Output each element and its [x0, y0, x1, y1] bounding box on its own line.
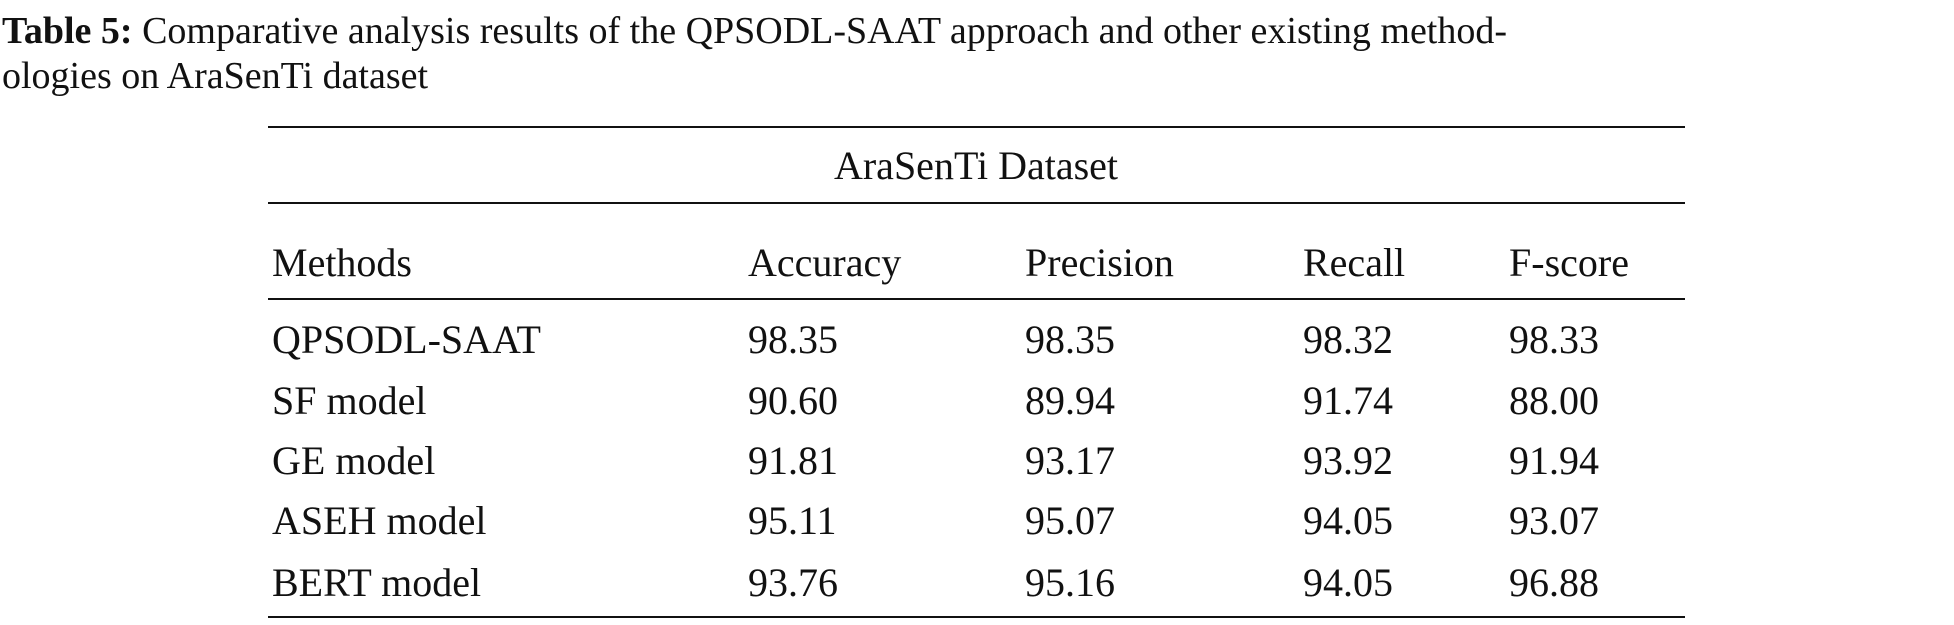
value-cell: 90.60 [748, 378, 838, 423]
method-cell: GE model [272, 438, 436, 483]
value-cell: 95.07 [1025, 498, 1115, 543]
column-header: Accuracy [748, 240, 902, 285]
caption-text: Comparative analysis results of the QPSO… [142, 10, 1508, 52]
value-cell: 91.94 [1509, 438, 1599, 483]
caption-label: Table 5: [2, 10, 133, 52]
group-header: AraSenTi Dataset [833, 143, 1119, 188]
value-cell: 98.35 [748, 317, 838, 362]
header-rule [268, 298, 1685, 300]
column-header: Methods [272, 240, 412, 285]
value-cell: 94.05 [1303, 560, 1393, 605]
value-cell: 95.11 [748, 498, 837, 543]
value-cell: 94.05 [1303, 498, 1393, 543]
caption-line: ologies on AraSenTi dataset [2, 55, 429, 97]
column-header: F-score [1509, 240, 1629, 285]
value-cell: 96.88 [1509, 560, 1599, 605]
value-cell: 98.33 [1509, 317, 1599, 362]
group-rule [268, 202, 1685, 204]
value-cell: 93.92 [1303, 438, 1393, 483]
value-cell: 88.00 [1509, 378, 1599, 423]
value-cell: 95.16 [1025, 560, 1115, 605]
value-cell: 93.07 [1509, 498, 1599, 543]
method-cell: ASEH model [272, 498, 487, 543]
column-header: Precision [1025, 240, 1174, 285]
caption-line: Table 5: Comparative analysis results of… [2, 12, 1507, 50]
value-cell: 93.76 [748, 560, 838, 605]
column-header: Recall [1303, 240, 1406, 285]
method-cell: QPSODL-SAAT [272, 317, 541, 362]
value-cell: 98.32 [1303, 317, 1393, 362]
value-cell: 98.35 [1025, 317, 1115, 362]
value-cell: 91.81 [748, 438, 838, 483]
method-cell: SF model [272, 378, 427, 423]
method-cell: BERT model [272, 560, 482, 605]
value-cell: 89.94 [1025, 378, 1115, 423]
bottom-rule [268, 616, 1685, 618]
value-cell: 91.74 [1303, 378, 1393, 423]
top-rule [268, 126, 1685, 128]
value-cell: 93.17 [1025, 438, 1115, 483]
